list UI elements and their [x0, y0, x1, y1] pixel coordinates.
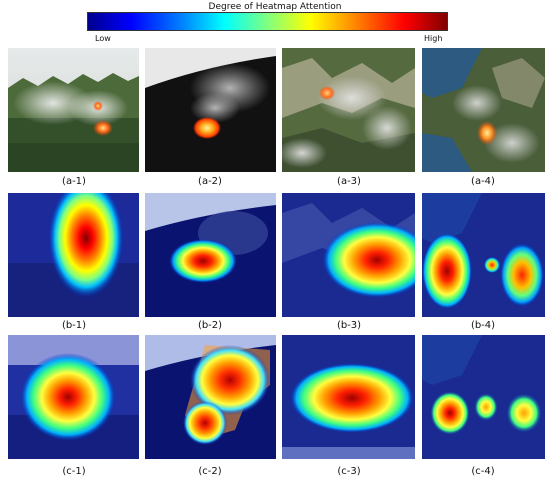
colorbar-low-label: Low: [95, 34, 111, 43]
colorbar: [87, 12, 448, 31]
caption-b-2: (b-2): [197, 320, 223, 331]
colorbar-title: Degree of Heatmap Attention: [208, 2, 342, 12]
caption-b-4: (b-4): [470, 320, 496, 331]
caption-b-3: (b-3): [336, 320, 362, 331]
caption-b-1: (b-1): [61, 320, 87, 331]
caption-c-4: (c-4): [471, 466, 495, 477]
heatmap-c-2: [145, 335, 276, 459]
heatmap-c-3: [282, 335, 415, 459]
heatmap-b-2: [145, 193, 276, 317]
caption-a-1: (a-1): [62, 176, 86, 187]
caption-c-2: (c-2): [198, 466, 222, 477]
heatmap-b-4: [422, 193, 545, 317]
heatmap-b-1: [8, 193, 139, 317]
caption-c-3: (c-3): [337, 466, 361, 477]
colorbar-high-label: High: [424, 34, 443, 43]
heatmap-c-1: [8, 335, 139, 459]
image-a-1: [8, 48, 139, 172]
image-a-3: [282, 48, 415, 172]
image-a-2: [145, 48, 276, 172]
image-a-4: [422, 48, 545, 172]
caption-c-1: (c-1): [62, 466, 86, 477]
caption-a-2: (a-2): [198, 176, 222, 187]
caption-a-3: (a-3): [337, 176, 361, 187]
caption-a-4: (a-4): [471, 176, 495, 187]
heatmap-c-4: [422, 335, 545, 459]
heatmap-b-3: [282, 193, 415, 317]
